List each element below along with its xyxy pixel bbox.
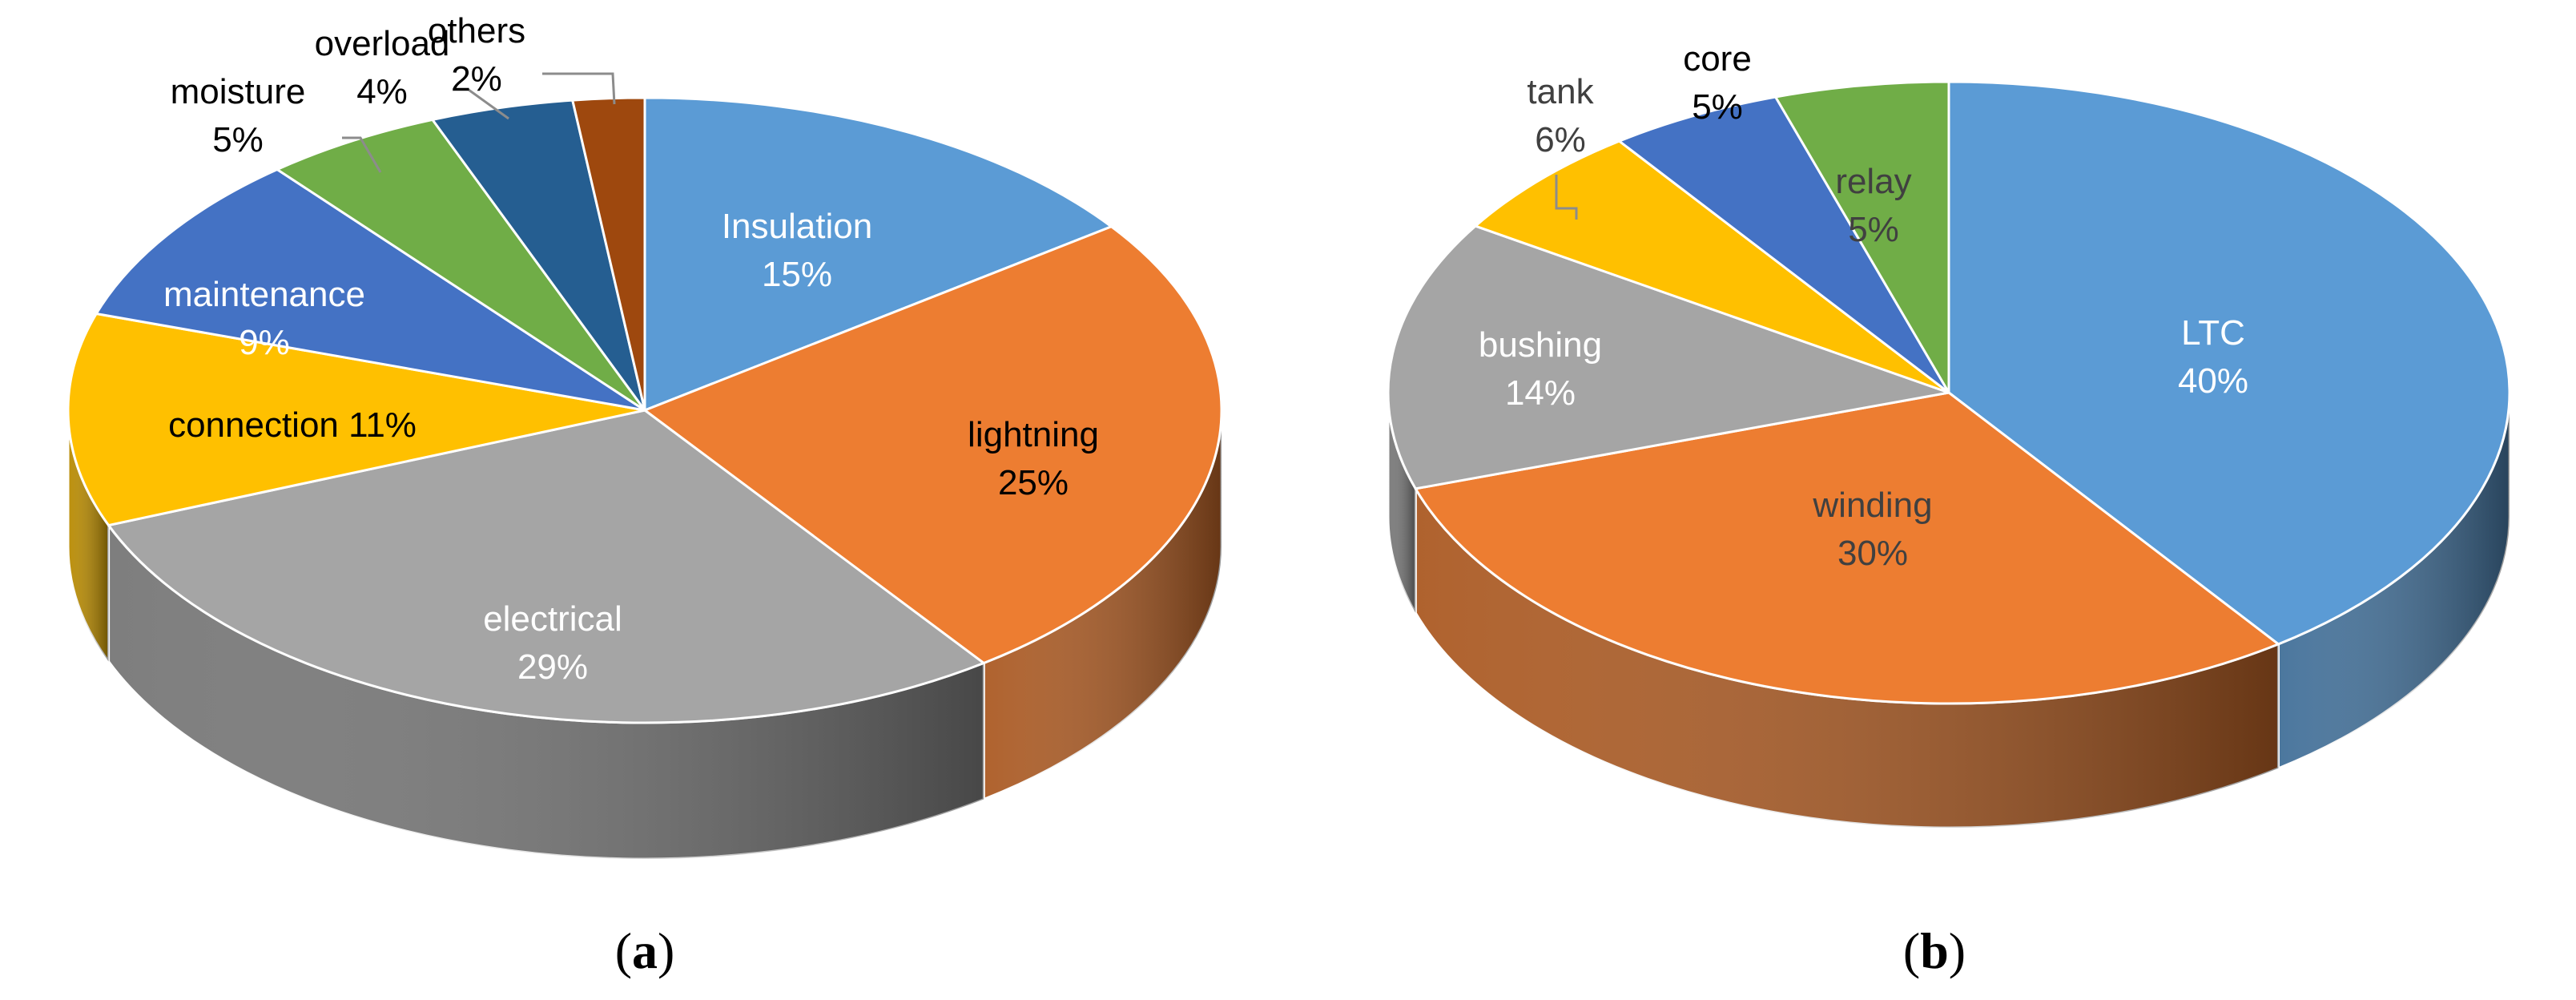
label-value-relay: 5% — [1848, 210, 1899, 249]
side-lightning-shading — [984, 410, 1222, 800]
label-name-relay: relay — [1835, 162, 1911, 201]
pie-slices — [66, 96, 1223, 724]
leader-line-moisture — [342, 136, 382, 173]
slice-connection[interactable] — [66, 312, 646, 527]
label-bushing: bushing 14% — [1479, 325, 1602, 413]
label-name-maintenance: maintenance — [163, 275, 365, 314]
label-value-bushing: 14% — [1505, 373, 1576, 413]
label-lightning: lightning 25% — [968, 415, 1099, 502]
pie-chart-a: Insulation 15% lightning 25% electrical 29% co… — [66, 11, 1223, 861]
pie-slices — [1387, 80, 2511, 705]
label-value-connection: 11% — [348, 405, 417, 445]
side-bushing-shading — [1388, 393, 1416, 613]
label-value-insulation: 15% — [762, 255, 832, 294]
label-others: others 2% — [428, 11, 525, 99]
leader-line-others — [542, 72, 616, 105]
label-name-connection: connection — [168, 405, 339, 445]
label-name-overload: overload — [315, 24, 450, 63]
leader-line-overload — [453, 88, 509, 120]
label-name-tank: tank — [1527, 72, 1594, 111]
label-insulation: Insulation 15% — [722, 207, 872, 294]
slice-insulation[interactable] — [643, 96, 1113, 412]
label-core: core 5% — [1683, 39, 1752, 127]
side-winding-shading — [1415, 488, 2279, 829]
slice-labels: LTC 40%winding 30%bushing 14%tank 6%core 5%re… — [1479, 39, 2248, 573]
label-connection: connection 11% — [168, 405, 417, 445]
label-name-bushing: bushing — [1479, 325, 1602, 365]
slice-electrical[interactable] — [107, 409, 985, 724]
side-electrical-shading — [108, 525, 984, 860]
caption-a: (a) — [615, 922, 675, 979]
label-value-maintenance: 9% — [239, 323, 290, 362]
slice-winding[interactable] — [1414, 391, 2280, 705]
label-value-ltc: 40% — [2178, 361, 2248, 401]
label-name-ltc: LTC — [2181, 313, 2245, 353]
side-ltc-shading — [2278, 393, 2510, 768]
label-name-insulation: Insulation — [722, 207, 872, 246]
label-name-electrical: electrical — [483, 599, 622, 639]
label-name-lightning: lightning — [968, 415, 1099, 454]
label-value-lightning: 25% — [998, 463, 1069, 502]
label-electrical: electrical 29% — [483, 599, 622, 687]
label-name-others: others — [428, 11, 525, 50]
label-value-electrical: 29% — [517, 647, 588, 687]
label-ltc: LTC 40% — [2178, 313, 2248, 401]
slice-overload[interactable] — [431, 99, 646, 412]
label-name-moisture: moisture — [171, 72, 306, 111]
label-name-winding: winding — [1812, 486, 1932, 525]
slice-labels: Insulation 15% lightning 25% electrical 29% co… — [163, 11, 1099, 687]
leader-lines — [342, 72, 616, 173]
label-value-core: 5% — [1692, 87, 1743, 127]
label-value-tank: 6% — [1535, 120, 1586, 159]
label-value-others: 2% — [451, 59, 502, 99]
label-tank: tank 6% — [1527, 72, 1594, 159]
label-moisture: moisture 5% — [171, 72, 306, 159]
label-value-winding: 30% — [1837, 534, 1908, 573]
label-value-moisture: 5% — [212, 120, 264, 159]
slice-others[interactable] — [571, 96, 646, 412]
leader-lines — [1555, 175, 1578, 220]
label-name-core: core — [1683, 39, 1752, 79]
slice-lightning[interactable] — [643, 225, 1223, 665]
caption-b: (b) — [1903, 922, 1966, 979]
label-winding: winding 30% — [1812, 486, 1932, 573]
side-connection-shading — [68, 410, 109, 662]
pie-chart-b: LTC 40%winding 30%bushing 14%tank 6%core 5%re… — [1387, 39, 2511, 829]
slice-maintenance[interactable] — [95, 168, 646, 412]
pie-sides — [66, 409, 1223, 861]
slice-bushing[interactable] — [1387, 224, 1950, 490]
slice-moisture[interactable] — [276, 118, 646, 412]
label-overload: overload 4% — [315, 24, 450, 111]
slice-ltc[interactable] — [1947, 80, 2511, 646]
leader-line-tank — [1555, 175, 1578, 220]
label-value-overload: 4% — [356, 72, 408, 111]
slice-tank[interactable] — [1474, 139, 1950, 394]
label-maintenance: maintenance 9% — [163, 275, 365, 362]
slice-core[interactable] — [1618, 95, 1950, 394]
slice-relay[interactable] — [1774, 80, 1950, 394]
label-relay: relay 5% — [1835, 162, 1911, 249]
